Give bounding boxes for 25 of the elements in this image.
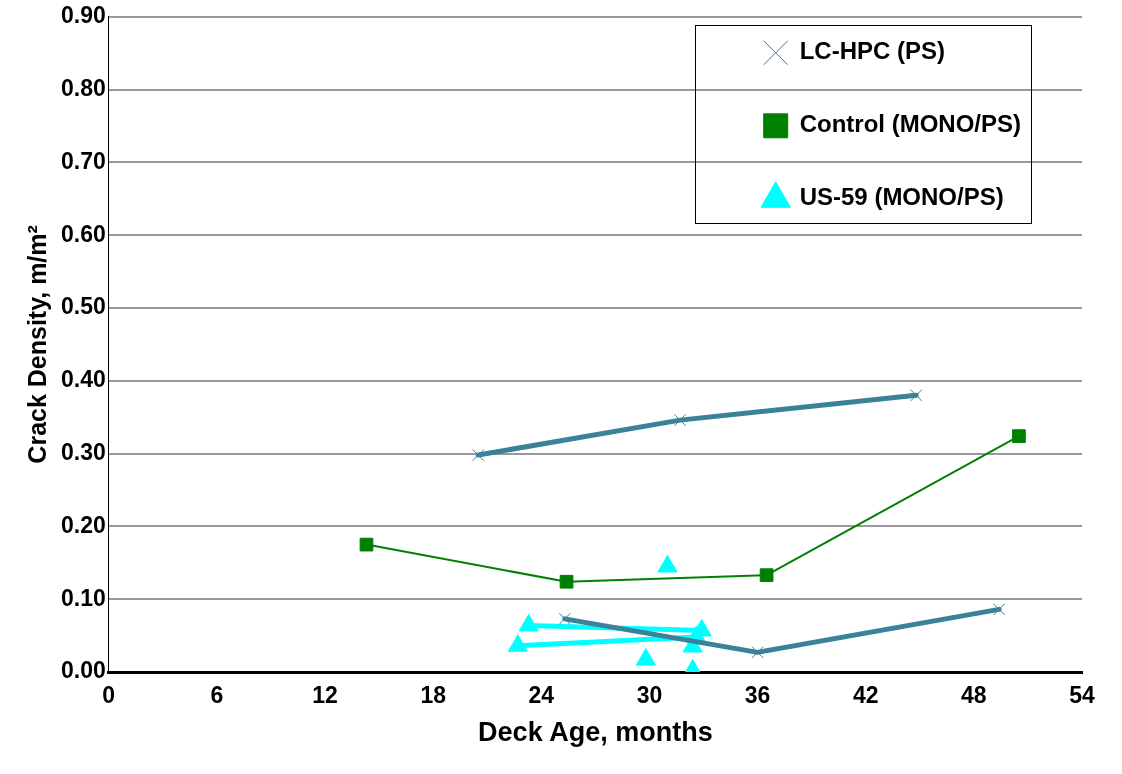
legend-label: LC-HPC (PS) bbox=[799, 37, 946, 65]
y-tick-label: 0.90 bbox=[61, 2, 106, 29]
y-tick-label: 0.70 bbox=[61, 147, 106, 174]
x-tick-label: 6 bbox=[210, 682, 224, 709]
x-tick-label: 36 bbox=[744, 682, 771, 709]
y-tick-label: 0.20 bbox=[61, 511, 106, 538]
y-tick-label: 0.40 bbox=[61, 366, 106, 393]
y-tick-label: 0.50 bbox=[61, 293, 106, 320]
x-axis-title: Deck Age, months bbox=[478, 717, 713, 748]
legend-label: US-59 (MONO/PS) bbox=[799, 183, 1004, 211]
x-tick-label: 18 bbox=[420, 682, 447, 709]
x-tick-label: 24 bbox=[528, 682, 555, 709]
x-tick-label: 0 bbox=[102, 682, 116, 709]
x-tick-label: 42 bbox=[852, 682, 879, 709]
x-tick-label: 30 bbox=[636, 682, 663, 709]
y-axis-title: Crack Density, m/m² bbox=[22, 225, 51, 464]
y-tick-label: 0.30 bbox=[61, 438, 106, 465]
y-tick-label: 0.00 bbox=[61, 657, 106, 684]
x-tick-label: 54 bbox=[1069, 682, 1095, 709]
x-tick-label: 48 bbox=[961, 682, 987, 709]
y-tick-label: 0.80 bbox=[61, 74, 106, 101]
x-tick-label: 12 bbox=[312, 682, 338, 709]
legend-label: Control (MONO/PS) bbox=[799, 110, 1021, 138]
y-tick-label: 0.60 bbox=[61, 220, 106, 247]
y-tick-label: 0.10 bbox=[61, 584, 106, 611]
